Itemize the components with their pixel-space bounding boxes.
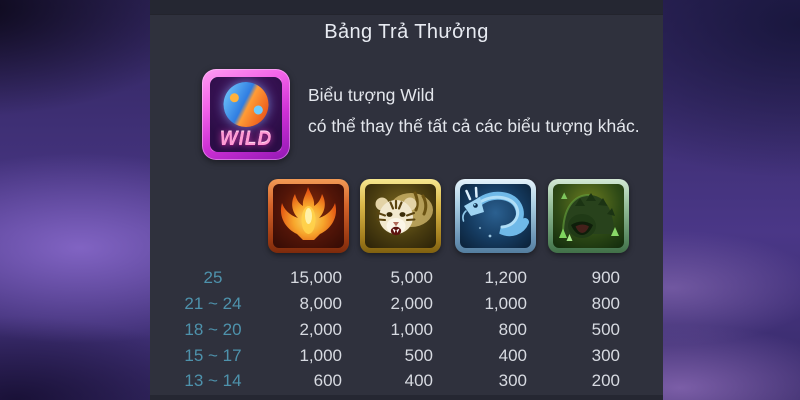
payout-tiger: 400 [404, 371, 433, 390]
payout-phoenix: 1,000 [299, 346, 342, 365]
paytable-row: 15 ~ 17 1,000 500 400 300 [150, 345, 663, 367]
wild-symbol-icon: WILD [202, 69, 290, 160]
payout-tiger: 2,000 [390, 294, 433, 313]
combo-count: 25 [203, 268, 223, 287]
paytable-row: 25 15,000 5,000 1,200 900 [150, 267, 663, 289]
combo-count: 15 ~ 17 [184, 346, 242, 365]
green-turtle-art [553, 184, 624, 248]
panel-bottom-strip [150, 395, 663, 400]
payout-dragon: 1,200 [484, 268, 527, 287]
paytable-panel: Bảng Trả Thưởng WILD Biểu tượng Wild có … [150, 0, 663, 400]
payout-phoenix: 8,000 [299, 294, 342, 313]
wild-description-line2: có thể thay thế tất cả các biểu tượng kh… [308, 116, 640, 136]
payout-dragon: 1,000 [484, 294, 527, 313]
payout-dragon: 300 [498, 371, 527, 390]
wild-symbol-art: WILD [210, 77, 282, 152]
payout-turtle: 200 [591, 371, 620, 390]
wild-label: WILD [219, 129, 273, 150]
payout-turtle: 800 [591, 294, 620, 313]
paytable-row: 13 ~ 14 600 400 300 200 [150, 370, 663, 392]
paytable-row: 18 ~ 20 2,000 1,000 800 500 [150, 319, 663, 341]
azure-dragon-icon [455, 179, 536, 253]
combo-count: 18 ~ 20 [184, 320, 242, 339]
gold-tiger-art [365, 184, 436, 248]
payout-turtle: 300 [591, 346, 620, 365]
combo-count: 13 ~ 14 [184, 371, 242, 390]
combo-count: 21 ~ 24 [184, 294, 242, 313]
gold-tiger-icon [360, 179, 441, 253]
fire-phoenix-art [273, 184, 344, 248]
azure-dragon-art [460, 184, 531, 248]
fire-phoenix-icon [268, 179, 349, 253]
panel-top-strip [150, 0, 663, 14]
payout-turtle: 500 [591, 320, 620, 339]
payout-phoenix: 2,000 [299, 320, 342, 339]
payout-dragon: 400 [498, 346, 527, 365]
payout-dragon: 800 [498, 320, 527, 339]
payout-phoenix: 600 [313, 371, 342, 390]
payout-tiger: 1,000 [390, 320, 433, 339]
green-turtle-icon [548, 179, 629, 253]
payout-tiger: 5,000 [390, 268, 433, 287]
paytable: 25 15,000 5,000 1,200 900 21 ~ 24 8,000 … [150, 0, 663, 400]
payout-phoenix: 15,000 [290, 268, 342, 287]
payout-tiger: 500 [404, 346, 433, 365]
paytable-row: 21 ~ 24 8,000 2,000 1,000 800 [150, 293, 663, 315]
payout-turtle: 900 [591, 268, 620, 287]
wild-description: Biểu tượng Wild có thể thay thế tất cả c… [308, 80, 640, 142]
page-title: Bảng Trả Thưởng [324, 21, 489, 43]
wild-description-line1: Biểu tượng Wild [308, 85, 435, 105]
